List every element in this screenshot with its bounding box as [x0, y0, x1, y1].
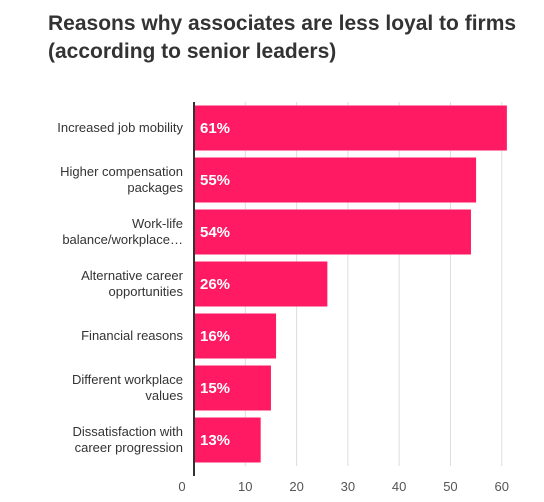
category-label-6-0: Dissatisfaction with	[72, 424, 183, 439]
x-tick-label-3: 30	[341, 479, 355, 494]
bar-1	[194, 157, 477, 203]
category-label-3-0: Alternative career	[81, 268, 184, 283]
data-label-6: 13%	[200, 432, 230, 449]
category-label-3-1: opportunities	[109, 284, 184, 299]
bar-4	[194, 313, 277, 359]
x-tick-label-2: 20	[289, 479, 303, 494]
category-label-1-1: packages	[127, 180, 183, 195]
data-label-0: 61%	[200, 120, 230, 137]
data-label-2: 54%	[200, 224, 230, 241]
x-tick-label-0: 0	[178, 479, 185, 494]
bar-3	[194, 261, 328, 307]
x-tick-label-4: 40	[392, 479, 406, 494]
category-label-0-0: Increased job mobility	[57, 120, 183, 135]
bar-5	[194, 365, 271, 411]
data-label-3: 26%	[200, 276, 230, 293]
x-tick-label-6: 60	[495, 479, 509, 494]
category-label-2-1: balance/workplace…	[62, 232, 183, 247]
bar-0	[194, 105, 507, 151]
chart-title-line-2: (according to senior leaders)	[48, 40, 337, 63]
category-label-1-0: Higher compensation	[60, 164, 183, 179]
data-label-5: 15%	[200, 380, 230, 397]
category-label-5-0: Different workplace	[72, 372, 183, 387]
x-tick-label-1: 10	[238, 479, 252, 494]
category-label-5-1: values	[145, 388, 183, 403]
category-label-6-1: career progression	[75, 440, 183, 455]
chart-title: Reasons why associates are less loyal to…	[48, 10, 528, 66]
data-label-1: 55%	[200, 172, 230, 189]
bar-2	[194, 209, 471, 255]
data-label-4: 16%	[200, 328, 230, 345]
bar-6	[194, 417, 261, 463]
category-label-2-0: Work-life	[132, 216, 183, 231]
x-tick-label-5: 50	[443, 479, 457, 494]
chart-title-line-1: Reasons why associates are less loyal to…	[48, 12, 517, 35]
category-label-4-0: Financial reasons	[81, 328, 183, 343]
